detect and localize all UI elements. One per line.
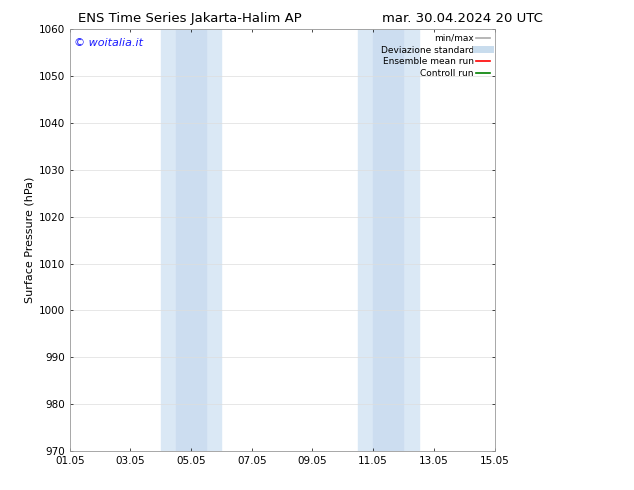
Legend: min/max, Deviazione standard, Ensemble mean run, Controll run: min/max, Deviazione standard, Ensemble m… <box>380 34 490 78</box>
Text: ENS Time Series Jakarta-Halim AP: ENS Time Series Jakarta-Halim AP <box>79 12 302 25</box>
Bar <box>176 29 206 451</box>
Y-axis label: Surface Pressure (hPa): Surface Pressure (hPa) <box>25 177 34 303</box>
Bar <box>373 29 403 451</box>
Text: mar. 30.04.2024 20 UTC: mar. 30.04.2024 20 UTC <box>382 12 543 25</box>
Text: © woitalia.it: © woitalia.it <box>74 38 143 48</box>
Bar <box>161 29 221 451</box>
Bar <box>358 29 418 451</box>
